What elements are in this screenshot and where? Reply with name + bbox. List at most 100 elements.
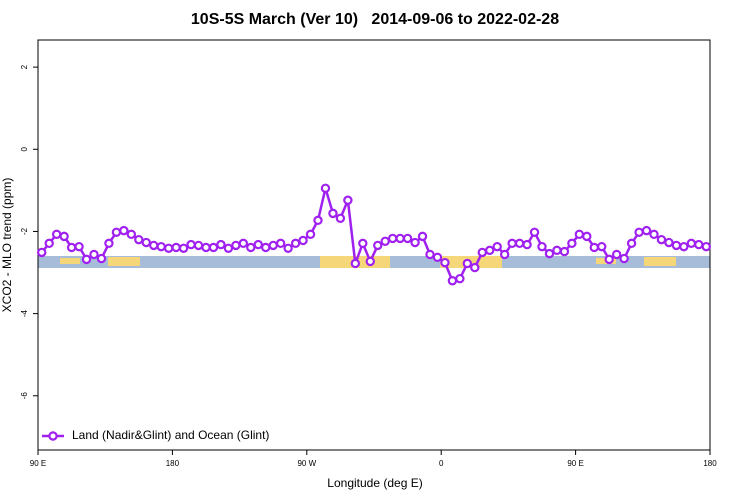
- x-tick-label: 90 W: [297, 459, 316, 468]
- data-point: [679, 241, 689, 252]
- data-point: [320, 183, 331, 194]
- data-point: [425, 249, 435, 260]
- data-point: [81, 254, 92, 265]
- data-point: [544, 248, 555, 259]
- data-point: [387, 233, 398, 244]
- data-point: [582, 231, 592, 242]
- x-tick-label: 0: [439, 459, 444, 468]
- data-point: [492, 241, 502, 252]
- data-point: [223, 243, 234, 253]
- data-point: [268, 240, 278, 251]
- data-point: [626, 238, 637, 249]
- legend-marker: [48, 431, 58, 441]
- data-point: [447, 276, 458, 286]
- data-point: [111, 227, 122, 237]
- y-tick-label: -6: [20, 392, 29, 400]
- data-point: [656, 234, 667, 245]
- data-point: [559, 246, 570, 257]
- data-point: [365, 256, 375, 267]
- data-point: [104, 238, 114, 249]
- x-tick-label: 180: [166, 459, 180, 468]
- data-point: [634, 227, 644, 237]
- data-point: [597, 241, 607, 252]
- data-point: [149, 240, 159, 251]
- data-point: [96, 253, 107, 264]
- data-point: [313, 215, 323, 226]
- data-point: [522, 239, 532, 250]
- data-point: [275, 238, 286, 249]
- data-point: [201, 242, 211, 253]
- data-point: [328, 208, 338, 219]
- data-point: [641, 225, 652, 236]
- data-point: [470, 262, 480, 273]
- data-point: [350, 258, 361, 269]
- data-point: [649, 229, 659, 240]
- data-point: [410, 237, 420, 248]
- data-point: [59, 231, 69, 242]
- data-point: [343, 195, 353, 205]
- land-strip: [108, 257, 140, 266]
- legend-item: Land (Nadir&Glint) and Ocean (Glint): [42, 428, 269, 442]
- legend-label: Land (Nadir&Glint) and Ocean (Glint): [72, 428, 269, 442]
- data-point: [514, 238, 525, 249]
- data-point: [619, 253, 629, 264]
- data-point: [261, 242, 271, 253]
- data-point: [37, 247, 47, 258]
- data-point: [253, 239, 263, 250]
- data-point: [141, 237, 151, 248]
- x-tick-label: 90 E: [30, 459, 46, 468]
- data-point: [51, 229, 62, 240]
- data-point: [134, 234, 144, 245]
- data-point: [664, 237, 674, 248]
- data-point: [163, 243, 174, 253]
- data-point: [402, 233, 413, 244]
- data-point: [283, 243, 293, 253]
- data-point: [126, 229, 137, 240]
- data-point: [686, 238, 697, 249]
- x-axis-label: Longitude (deg E): [327, 476, 422, 490]
- data-point: [246, 242, 256, 253]
- data-point: [119, 225, 129, 236]
- data-point: [455, 273, 465, 284]
- data-point: [701, 241, 711, 252]
- data-point: [604, 254, 614, 265]
- data-point: [238, 238, 249, 249]
- data-point: [298, 235, 308, 246]
- data-point: [290, 238, 301, 249]
- data-point: [462, 258, 473, 269]
- data-point: [178, 243, 189, 253]
- y-tick-label: -4: [20, 310, 29, 318]
- data-point: [44, 238, 54, 249]
- data-point: [380, 236, 390, 247]
- y-tick-label: 0: [20, 147, 29, 152]
- data-point: [432, 252, 443, 263]
- data-point: [611, 249, 622, 260]
- data-point: [186, 239, 196, 250]
- data-point: [66, 242, 77, 253]
- data-point: [507, 238, 517, 249]
- data-point: [417, 231, 428, 242]
- data-point: [671, 240, 682, 251]
- y-tick-label: 2: [20, 64, 29, 69]
- data-point: [231, 240, 241, 251]
- data-point: [208, 242, 219, 253]
- data-point: [537, 241, 547, 252]
- data-point: [335, 213, 346, 223]
- data-point: [477, 247, 487, 258]
- data-point: [485, 245, 495, 256]
- data-point: [574, 229, 585, 240]
- y-axis-label: XCO2 - MLO trend (ppm): [0, 178, 14, 313]
- data-point: [156, 241, 166, 252]
- data-point: [529, 227, 540, 237]
- data-point: [74, 241, 84, 252]
- data-point: [89, 249, 99, 260]
- data-point: [694, 239, 704, 250]
- data-point: [216, 239, 226, 250]
- land-strip: [60, 258, 80, 264]
- data-point: [589, 242, 599, 253]
- data-point: [358, 238, 368, 249]
- data-point: [552, 245, 562, 256]
- data-point: [171, 242, 181, 253]
- chart-title: 10S-5S March (Ver 10) 2014-09-06 to 2022…: [191, 11, 559, 28]
